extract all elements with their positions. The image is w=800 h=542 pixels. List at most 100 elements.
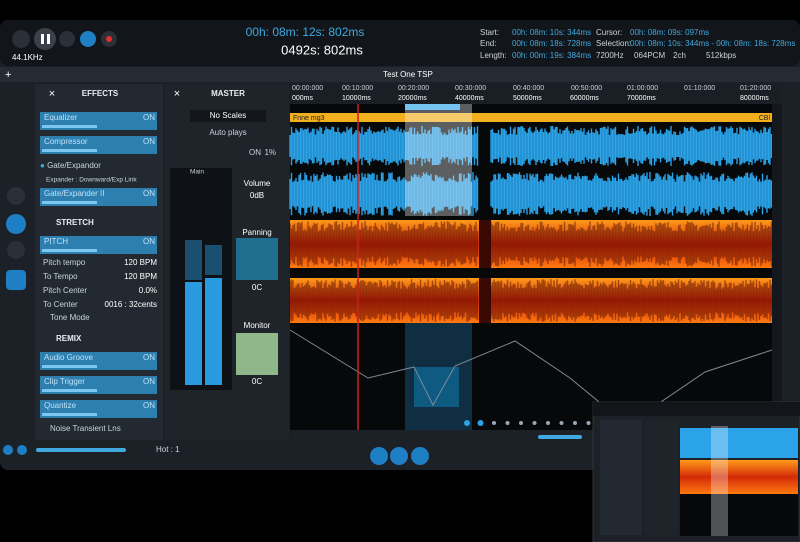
- pause-button[interactable]: [34, 28, 56, 50]
- effect-slider: [42, 149, 97, 152]
- ruler-time: 00:20:000: [398, 85, 429, 92]
- effect-state: ON: [143, 237, 155, 246]
- page-dot[interactable]: [464, 420, 470, 426]
- bottom-controls: [370, 435, 582, 465]
- section-title: REMIX: [56, 334, 82, 343]
- ruler-time: 00:10:000: [342, 85, 373, 92]
- tab-bar: [0, 67, 800, 82]
- close-icon[interactable]: ×: [174, 88, 180, 100]
- record-icon: [106, 36, 112, 42]
- page-dot[interactable]: [477, 420, 484, 426]
- thumb-auto: [680, 494, 798, 536]
- ruler-time: 01:00:000: [627, 85, 658, 92]
- info-value: 7200Hz: [596, 51, 624, 60]
- effect-label: Noise Transient Lns: [50, 424, 121, 433]
- percent-label: 1%: [264, 148, 276, 157]
- page-dot[interactable]: [573, 421, 577, 425]
- thumb-spec: [680, 460, 798, 494]
- add-button[interactable]: [17, 445, 27, 455]
- state-label: ON: [249, 148, 261, 157]
- track-end: CBl: [759, 115, 771, 122]
- info-value: 00h: 08m: 10s: 344ms - 00h: 08m: 18s: 72…: [630, 39, 795, 48]
- tool-button[interactable]: [7, 187, 25, 205]
- param-value: 120 BPM: [124, 272, 157, 281]
- tool-column: [3, 187, 27, 455]
- param-label: Tone Mode: [50, 313, 90, 322]
- effect-name: Clip Trigger: [44, 377, 85, 386]
- monitor-pad[interactable]: [236, 333, 278, 375]
- thumb-selection: [711, 426, 728, 536]
- info-panel: Start: 00h: 08m: 10s: 344ms End: 00h: 08…: [480, 28, 795, 60]
- spectrogram-texture: [289, 221, 773, 267]
- tool-button[interactable]: [6, 270, 26, 290]
- info-value: 064PCM: [634, 51, 665, 60]
- page-dot[interactable]: [586, 421, 591, 425]
- forward-button[interactable]: [59, 31, 75, 47]
- page-dot[interactable]: [546, 421, 550, 425]
- page-dot[interactable]: [492, 421, 496, 425]
- effect-name: Gate/Expandor: [47, 161, 101, 170]
- meter-title: Main: [190, 169, 204, 176]
- scrollbar-h[interactable]: [538, 435, 582, 439]
- master-panel: × MASTER No Scales Auto plays ON 1% Main…: [165, 84, 289, 440]
- automation-line: [289, 329, 773, 426]
- tool-button[interactable]: [370, 447, 388, 465]
- effects-panel: × EFFECTS Equalizer ON Compressor ON Gate/Ex…: [35, 84, 180, 454]
- thumb-panel: [600, 420, 642, 535]
- panning-pad[interactable]: [236, 238, 278, 280]
- scales-dropdown[interactable]: [190, 110, 266, 122]
- ruler-ms: 80000ms: [740, 95, 769, 102]
- pause-icon: [41, 34, 44, 44]
- ruler-ms: 000ms: [292, 95, 314, 102]
- rewind-button[interactable]: [12, 30, 30, 48]
- spectrogram-texture: [289, 279, 773, 322]
- ruler-time: 00:30:000: [455, 85, 486, 92]
- pause-icon: [47, 34, 50, 44]
- info-value: 00h: 08m: 18s: 728ms: [512, 39, 591, 48]
- spectrogram: [290, 278, 772, 323]
- info-value: 2ch: [673, 51, 686, 60]
- ruler-time: 01:10:000: [684, 85, 715, 92]
- close-icon[interactable]: ×: [49, 88, 55, 100]
- page-dot[interactable]: [559, 421, 564, 425]
- info-value: 00h: 08m: 10s: 344ms: [512, 28, 591, 37]
- monitor-value: 0C: [252, 377, 262, 386]
- page-dot[interactable]: [532, 421, 537, 425]
- tool-button[interactable]: [7, 241, 25, 259]
- ruler-time: 00:50:000: [571, 85, 602, 92]
- add-tab[interactable]: +: [5, 69, 11, 81]
- add-button[interactable]: [3, 445, 13, 455]
- tool-button[interactable]: [390, 447, 408, 465]
- effect-slider: [42, 365, 97, 368]
- tool-button[interactable]: [6, 214, 26, 234]
- info-label: Start:: [480, 28, 499, 37]
- track-name: Fnne mg3: [293, 115, 325, 122]
- spectrogram-gap: [479, 220, 491, 268]
- thumb-wave: [680, 428, 798, 458]
- scrollbar-v[interactable]: [772, 104, 782, 430]
- effect-label: ● Gate/Expandor: [40, 161, 101, 170]
- effect-slider: [42, 125, 97, 128]
- effect-name: Compressor: [44, 137, 88, 146]
- effect-name: Quantize: [44, 401, 77, 410]
- effect-state: ON: [143, 401, 155, 410]
- effect-state: ON: [143, 353, 155, 362]
- effect-slider: [42, 413, 97, 416]
- tab-title[interactable]: Test One TSP: [383, 70, 433, 79]
- effect-name: Equalizer: [44, 113, 78, 122]
- slider[interactable]: [36, 448, 126, 452]
- panning-label: Panning: [242, 228, 271, 237]
- effect-slider: [42, 201, 97, 204]
- page-dot[interactable]: [519, 421, 523, 425]
- page-dot[interactable]: [505, 421, 510, 425]
- loop-button[interactable]: [80, 31, 96, 47]
- tool-button[interactable]: [411, 447, 429, 465]
- hot-label: Hot : 1: [156, 445, 180, 454]
- selection: [405, 104, 472, 216]
- spectrogram-gap: [479, 278, 491, 323]
- effect-name: Audio Groove: [44, 353, 93, 362]
- sample-rate: 44.1KHz: [12, 53, 43, 62]
- info-label: End:: [480, 39, 496, 48]
- thumbnail: [592, 401, 800, 542]
